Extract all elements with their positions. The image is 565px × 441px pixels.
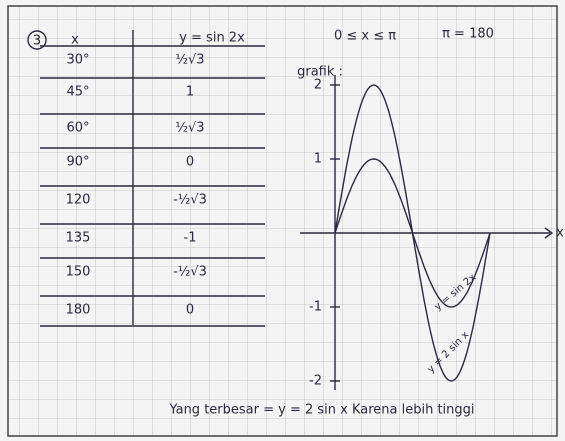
table-cell: 90° [66, 155, 89, 170]
table-cell: -½√3 [173, 193, 207, 208]
curve [334, 84, 491, 382]
table-cell: ½√3 [175, 53, 204, 68]
table-cell: -½√3 [173, 265, 207, 280]
table-cell: 60° [66, 121, 89, 136]
table-cell: 135 [66, 231, 91, 246]
number-circle [27, 30, 47, 50]
note: π = 180 [442, 27, 494, 42]
curves [334, 84, 491, 382]
table-cell: 0 [186, 155, 194, 170]
table-rows: 30° ½√3 45° 1 60° ½√3 90° 0 120 -½√3 135 -1 150 -½√3 1… [40, 45, 265, 327]
arrow [544, 227, 554, 239]
y-tick-label: -1 [309, 300, 322, 315]
graph-label: grafik : [297, 65, 343, 80]
y-tick-label: 1 [314, 152, 322, 167]
table-cell: -1 [184, 231, 197, 246]
table-cell: 150 [66, 265, 91, 280]
conclusion: Yang terbesar = y = 2 sin x Karena lebih… [168, 403, 474, 418]
table-header: y = sin 2x [179, 31, 245, 46]
y-tick-label: 2 [314, 78, 322, 93]
y-tick-label: -2 [309, 374, 322, 389]
table-cell: 1 [186, 85, 194, 100]
domain: 0 ≤ x ≤ π [334, 29, 396, 44]
table-cell: 180 [66, 303, 91, 318]
exercise-number: 3 [33, 34, 41, 49]
grid-paper [7, 5, 558, 437]
x-label: x [556, 226, 564, 241]
table-cell: 120 [66, 193, 91, 208]
table-header: x [71, 33, 79, 48]
table-cell: 45° [66, 85, 89, 100]
table-cell: 0 [186, 303, 194, 318]
table-cell: 30° [66, 53, 89, 68]
table-cell: ½√3 [175, 121, 204, 136]
